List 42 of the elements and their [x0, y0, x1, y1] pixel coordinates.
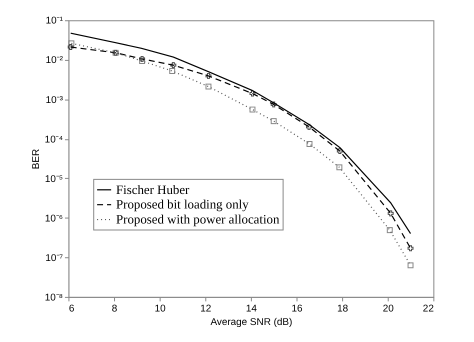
- x-tick-label: 20: [382, 303, 394, 314]
- point: [139, 56, 146, 62]
- point: [250, 106, 256, 113]
- point: [205, 84, 212, 90]
- point: [170, 62, 176, 68]
- y-tick-label: 10⁻³: [46, 94, 64, 106]
- point: [408, 262, 414, 268]
- point: [336, 164, 342, 170]
- y-tick-label: 10⁻¹: [46, 16, 64, 27]
- x-tick-label: 8: [112, 303, 118, 314]
- point: [388, 210, 394, 216]
- x-tick-label: 22: [422, 303, 434, 314]
- point: [336, 148, 343, 154]
- point: [306, 141, 312, 147]
- point: [68, 40, 74, 46]
- point: [139, 58, 146, 64]
- point: [306, 124, 312, 130]
- y-tick-label: 10⁻⁶: [44, 213, 63, 224]
- point: [270, 118, 277, 124]
- point: [68, 44, 74, 50]
- y-tick-label: 10⁻²: [46, 55, 64, 66]
- point: [270, 101, 277, 108]
- y-tick-label: 10⁻⁴: [44, 134, 63, 146]
- point: [386, 227, 393, 234]
- point: [250, 90, 256, 96]
- point: [169, 68, 176, 74]
- legend-label: Proposed with power allocation: [116, 212, 280, 227]
- y-tick-label: 10⁻⁸: [44, 292, 63, 304]
- y-tick-label: 10⁻⁵: [44, 174, 63, 185]
- y-tick-label: 10⁻⁷: [45, 252, 64, 264]
- x-tick-label: 18: [337, 303, 349, 314]
- legend-label: Fischer Huber: [116, 182, 190, 197]
- x-tick-label: 14: [246, 303, 258, 314]
- point: [205, 72, 212, 79]
- x-tick-label: 16: [291, 303, 303, 314]
- legend-label: Proposed bit loading only: [116, 198, 250, 212]
- x-tick-label: 6: [68, 303, 75, 314]
- x-axis-title: Average SNR (dB): [210, 317, 292, 328]
- y-axis-title: BER: [30, 148, 42, 170]
- x-tick-label: 12: [200, 303, 212, 314]
- point: [408, 245, 414, 252]
- x-tick-label: 10: [154, 303, 166, 314]
